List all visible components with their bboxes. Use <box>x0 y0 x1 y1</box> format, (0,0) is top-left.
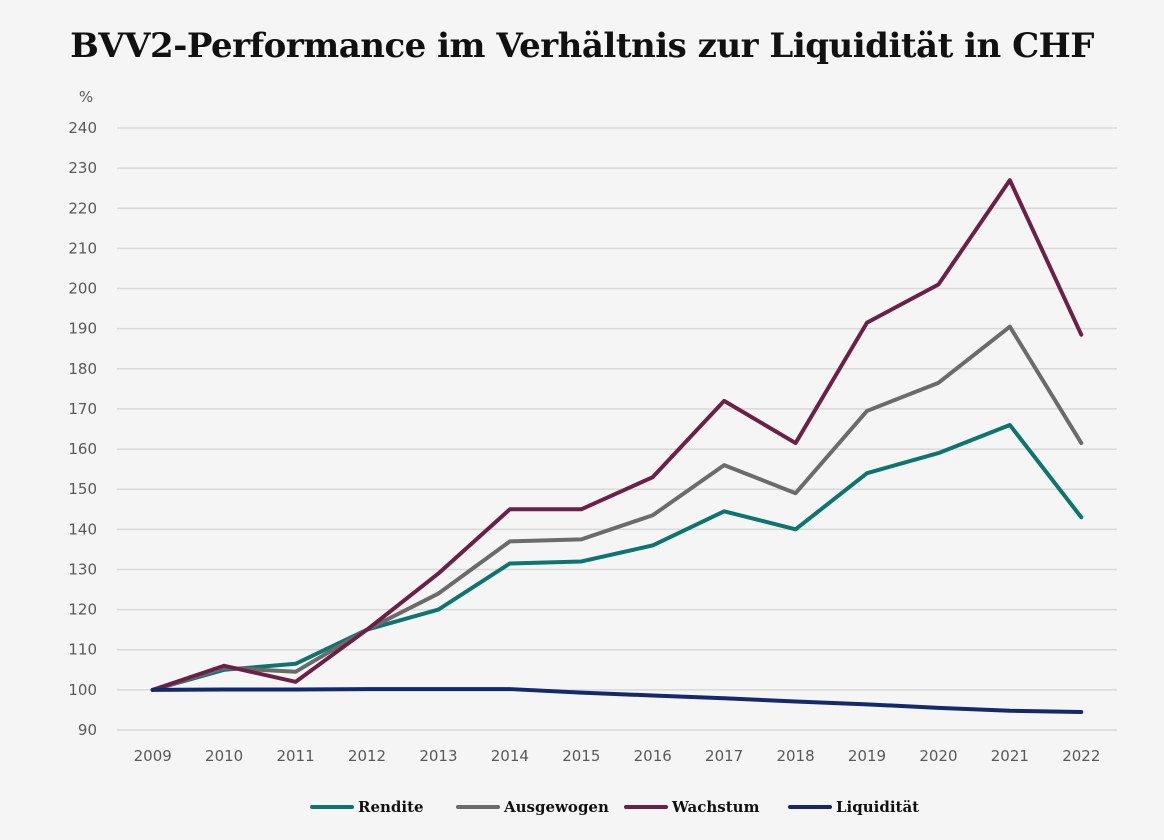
x-tick-label: 2016 <box>634 747 672 765</box>
series-line-rendite <box>150 422 1084 692</box>
x-tick-label: 2011 <box>276 747 314 765</box>
x-tick-label: 2020 <box>919 747 957 765</box>
y-tick-label: 240 <box>68 119 97 137</box>
x-tick-label: 2022 <box>1062 747 1100 765</box>
y-tick-label: 190 <box>68 320 97 338</box>
x-tick-label: 2012 <box>348 747 386 765</box>
y-tick-label: 120 <box>68 601 97 619</box>
x-tick-label: 2019 <box>848 747 886 765</box>
x-tick-label: 2021 <box>991 747 1029 765</box>
x-tick-label: 2010 <box>205 747 243 765</box>
y-tick-label: 110 <box>68 641 97 659</box>
y-tick-label: 150 <box>68 480 97 498</box>
y-tick-label: 160 <box>68 440 97 458</box>
y-tick-label: 130 <box>68 560 97 578</box>
x-tick-label: 2015 <box>562 747 600 765</box>
legend-label: Wachstum <box>671 798 760 816</box>
x-tick-label: 2017 <box>705 747 743 765</box>
chart-title: BVV2-Performance im Verhältnis zur Liqui… <box>70 26 1094 66</box>
x-tick-label: 2014 <box>491 747 529 765</box>
y-tick-label: 100 <box>68 681 97 699</box>
legend-label: Liquidität <box>836 798 919 816</box>
x-tick-label: 2018 <box>776 747 814 765</box>
series-line-liquidität <box>150 687 1084 714</box>
y-tick-label: 200 <box>68 280 97 298</box>
series-line-wachstum <box>150 178 1084 692</box>
y-tick-label: 170 <box>68 400 97 418</box>
y-tick-label: 210 <box>68 239 97 257</box>
y-tick-label: 180 <box>68 360 97 378</box>
x-tick-label: 2009 <box>134 747 172 765</box>
y-tick-label: 220 <box>68 199 97 217</box>
series-line-ausgewogen <box>150 324 1084 692</box>
y-tick-label: 90 <box>78 721 97 739</box>
x-tick-label: 2013 <box>419 747 457 765</box>
legend-label: Ausgewogen <box>503 798 609 816</box>
y-axis-label: % <box>79 88 93 106</box>
legend-label: Rendite <box>358 798 424 816</box>
y-tick-label: 140 <box>68 520 97 538</box>
y-tick-label: 230 <box>68 159 97 177</box>
